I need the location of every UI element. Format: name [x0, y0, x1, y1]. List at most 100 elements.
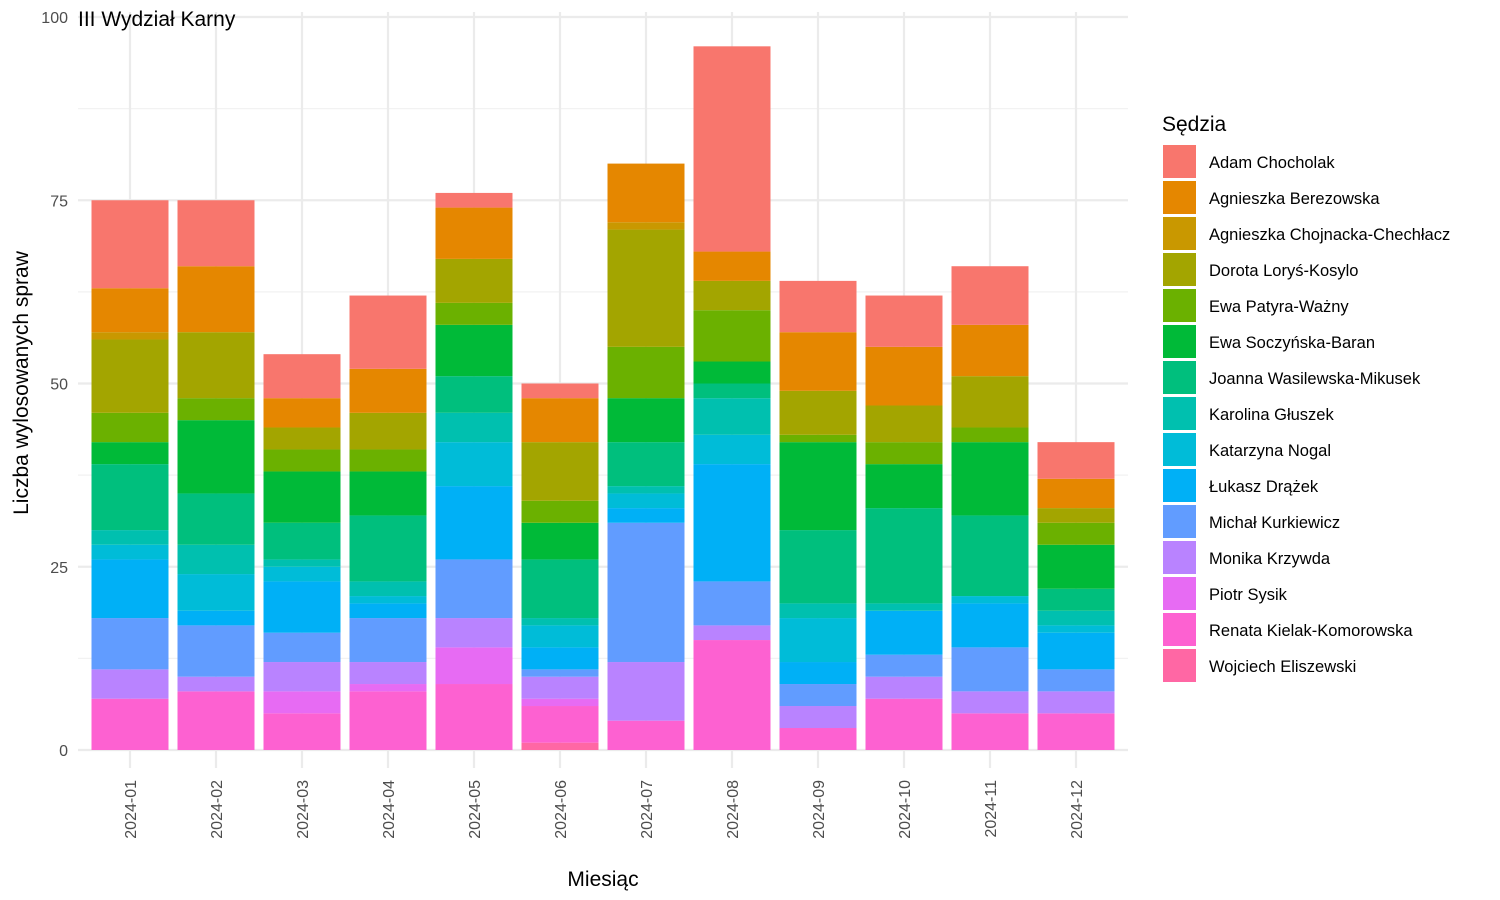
bar-segment: [435, 647, 513, 685]
bar-segment: [1037, 610, 1115, 626]
bar-segment: [521, 647, 599, 670]
x-tick-label: 2024-02: [209, 780, 226, 839]
bar-segment: [91, 339, 169, 413]
bar-segment: [349, 581, 427, 597]
legend-label: Ewa Patyra-Ważny: [1209, 298, 1349, 316]
x-tick-label: 2024-07: [639, 780, 656, 839]
legend-label: Agnieszka Chojnacka-Chechłacz: [1209, 226, 1450, 244]
bar-segment: [693, 581, 771, 626]
bar-segment: [521, 706, 599, 743]
y-tick-label: 50: [50, 377, 68, 394]
bar-segment: [263, 449, 341, 472]
bar-segment: [521, 676, 599, 699]
bar-segment: [1037, 691, 1115, 714]
bar-segment: [693, 251, 771, 281]
bar-segment: [521, 698, 599, 707]
legend-label: Michał Kurkiewicz: [1209, 514, 1340, 532]
bar-segment: [349, 449, 427, 472]
bar-segment: [951, 266, 1029, 325]
bar-segment: [91, 698, 169, 750]
bar-segment: [693, 310, 771, 362]
bar-segment: [865, 346, 943, 406]
bar-segment: [607, 229, 685, 347]
bar-segment: [349, 515, 427, 582]
legend-item: Joanna Wasilewska-Mikusek: [1163, 361, 1421, 394]
legend-label: Joanna Wasilewska-Mikusek: [1209, 370, 1421, 388]
bar-segment: [1037, 588, 1115, 611]
x-tick-labels: 2024-01 2024-02 2024-03 2024-04 2024-05 2024-…: [123, 780, 1086, 839]
y-tick-label: 25: [50, 560, 68, 577]
bar-segment: [349, 684, 427, 692]
bar-segment: [263, 522, 341, 560]
legend-swatch: [1163, 649, 1196, 682]
bar-segment: [1037, 713, 1115, 750]
bar-segment: [91, 200, 169, 289]
legend-label: Agnieszka Berezowska: [1209, 190, 1380, 208]
legend-swatch: [1163, 505, 1196, 538]
bar-segment: [1037, 442, 1115, 479]
legend: Sędzia Adam Chocholak Agnieszka Berezowsk…: [1162, 113, 1450, 682]
bar-segment: [177, 574, 255, 611]
bar-segment: [263, 427, 341, 450]
legend-label: Łukasz Drążek: [1209, 478, 1319, 496]
bar-segment: [865, 676, 943, 699]
legend-item: Agnieszka Berezowska: [1163, 181, 1380, 214]
x-tick-label: 2024-09: [811, 780, 828, 839]
legend-label: Renata Kielak-Komorowska: [1209, 622, 1413, 640]
y-tick-label: 75: [50, 193, 68, 210]
bars: [91, 46, 1115, 750]
bar-segment: [779, 662, 857, 685]
bar-segment: [349, 295, 427, 369]
bar-segment: [779, 706, 857, 729]
bar-segment: [177, 200, 255, 267]
bar-segment: [951, 713, 1029, 750]
bar-segment: [435, 302, 513, 325]
legend-label: Adam Chocholak: [1209, 154, 1335, 172]
bar-segment: [951, 596, 1029, 604]
x-tick-label: 2024-12: [1069, 780, 1086, 839]
bar-segment: [263, 354, 341, 399]
legend-swatch: [1163, 145, 1196, 178]
bar-segment: [607, 346, 685, 399]
bar-segment: [1037, 625, 1115, 633]
bar-segment: [607, 720, 685, 750]
y-axis-title: Liczba wylosowanych spraw: [10, 250, 33, 515]
legend-item: Michał Kurkiewicz: [1163, 505, 1340, 538]
bar-segment: [349, 691, 427, 750]
bar-segment: [865, 405, 943, 443]
legend-item: Ewa Patyra-Ważny: [1163, 289, 1349, 322]
legend-swatch: [1163, 361, 1196, 394]
bar-segment: [865, 698, 943, 750]
bar-segment: [91, 288, 169, 333]
bar-segment: [263, 471, 341, 523]
bar-segment: [951, 442, 1029, 516]
bar-segment: [177, 676, 255, 692]
bar-segment: [263, 559, 341, 567]
legend-swatch: [1163, 289, 1196, 322]
legend-item: Agnieszka Chojnacka-Chechłacz: [1163, 217, 1450, 250]
bar-segment: [865, 442, 943, 465]
legend-swatch: [1163, 541, 1196, 574]
bar-segment: [951, 691, 1029, 714]
bar-segment: [521, 522, 599, 560]
bar-segment: [435, 376, 513, 413]
bar-segment: [435, 412, 513, 443]
bar-segment: [177, 266, 255, 333]
legend-item: Renata Kielak-Komorowska: [1163, 613, 1413, 646]
bar-segment: [521, 669, 599, 677]
bar-segment: [693, 46, 771, 252]
bar-segment: [865, 508, 943, 604]
bar-segment: [1037, 508, 1115, 523]
legend-swatch: [1163, 433, 1196, 466]
bar-segment: [349, 368, 427, 413]
bar-segment: [693, 625, 771, 641]
legend-swatch: [1163, 469, 1196, 502]
bar-segment: [349, 596, 427, 604]
bar-segment: [1037, 669, 1115, 692]
bar-segment: [263, 662, 341, 692]
x-tick-label: 2024-11: [983, 780, 1000, 838]
legend-swatch: [1163, 181, 1196, 214]
bar-segment: [263, 632, 341, 663]
bar-segment: [177, 332, 255, 399]
